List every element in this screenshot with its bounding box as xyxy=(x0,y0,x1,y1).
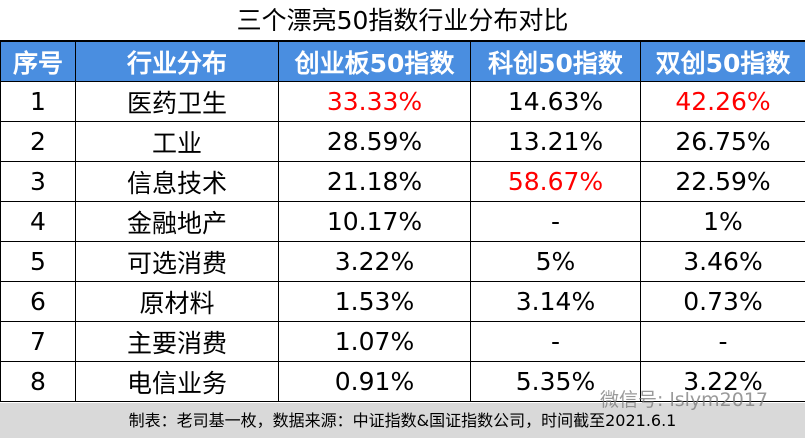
table-row: 5 可选消费 3.22% 5% 3.46% xyxy=(0,241,805,282)
table-cell: 可选消费 xyxy=(75,241,279,282)
title: 三个漂亮50指数行业分布对比 xyxy=(0,0,805,41)
table-cell: - xyxy=(470,201,641,242)
table-cell: 3.14% xyxy=(470,281,641,322)
table-cell: 金融地产 xyxy=(75,201,279,242)
header-cell: 双创50指数 xyxy=(640,41,805,82)
table-cell: 0.91% xyxy=(278,361,471,402)
table-cell: 3.22% xyxy=(640,361,805,402)
table-cell: 28.59% xyxy=(278,121,471,162)
table-cell: 2 xyxy=(0,121,76,162)
table-cell: 13.21% xyxy=(470,121,641,162)
table-cell: 原材料 xyxy=(75,281,279,322)
table-cell: 58.67% xyxy=(470,161,641,202)
table-cell: 1.53% xyxy=(278,281,471,322)
footer: 制表：老司基一枚，数据来源：中证指数&国证指数公司，时间截至2021.6.1 xyxy=(0,403,805,438)
table-cell: 10.17% xyxy=(278,201,471,242)
table-cell: 6 xyxy=(0,281,76,322)
table-row: 6 原材料 1.53% 3.14% 0.73% xyxy=(0,281,805,322)
table: 序号 行业分布 创业板50指数 科创50指数 双创50指数 1 医药卫生 33.33% 14.… xyxy=(0,41,805,402)
table-row: 2 工业 28.59% 13.21% 26.75% xyxy=(0,121,805,162)
table-body: 1 医药卫生 33.33% 14.63% 42.26% 2 工业 28.59% 13.21% 26… xyxy=(0,81,805,402)
table-cell: 4 xyxy=(0,201,76,242)
table-cell: 8 xyxy=(0,361,76,402)
table-cell: 1% xyxy=(640,201,805,242)
table-cell: 5.35% xyxy=(470,361,641,402)
table-cell: 工业 xyxy=(75,121,279,162)
table-cell: 3.22% xyxy=(278,241,471,282)
table-cell: 33.33% xyxy=(278,81,471,122)
table-cell: 信息技术 xyxy=(75,161,279,202)
table-row: 7 主要消费 1.07% - - xyxy=(0,321,805,362)
table-cell: 7 xyxy=(0,321,76,362)
table-cell: 5% xyxy=(470,241,641,282)
table-cell: 42.26% xyxy=(640,81,805,122)
table-row: 1 医药卫生 33.33% 14.63% 42.26% xyxy=(0,81,805,122)
table-cell: 21.18% xyxy=(278,161,471,202)
table-cell: 3 xyxy=(0,161,76,202)
table-row: 3 信息技术 21.18% 58.67% 22.59% xyxy=(0,161,805,202)
table-cell: 1 xyxy=(0,81,76,122)
table-cell: 0.73% xyxy=(640,281,805,322)
header-row: 序号 行业分布 创业板50指数 科创50指数 双创50指数 xyxy=(0,41,805,82)
table-cell: 14.63% xyxy=(470,81,641,122)
header-cell: 科创50指数 xyxy=(470,41,641,82)
table-cell: 主要消费 xyxy=(75,321,279,362)
table-cell: 22.59% xyxy=(640,161,805,202)
watermark: 微信号: lslym2017 xyxy=(600,389,769,411)
header-cell: 序号 xyxy=(0,41,76,82)
table-row: 8 电信业务 0.91% 5.35% 3.22% xyxy=(0,361,805,402)
table-row: 4 金融地产 10.17% -1% xyxy=(0,201,805,242)
table-cell: 3.46% xyxy=(640,241,805,282)
header-cell: 创业板50指数 xyxy=(278,41,471,82)
table-cell: 26.75% xyxy=(640,121,805,162)
table-cell: 电信业务 xyxy=(75,361,279,402)
table-cell: - xyxy=(470,321,641,362)
table-cell: - xyxy=(640,321,805,362)
header-cell: 行业分布 xyxy=(75,41,279,82)
table-cell: 医药卫生 xyxy=(75,81,279,122)
table-cell: 1.07% xyxy=(278,321,471,362)
table-cell: 5 xyxy=(0,241,76,282)
